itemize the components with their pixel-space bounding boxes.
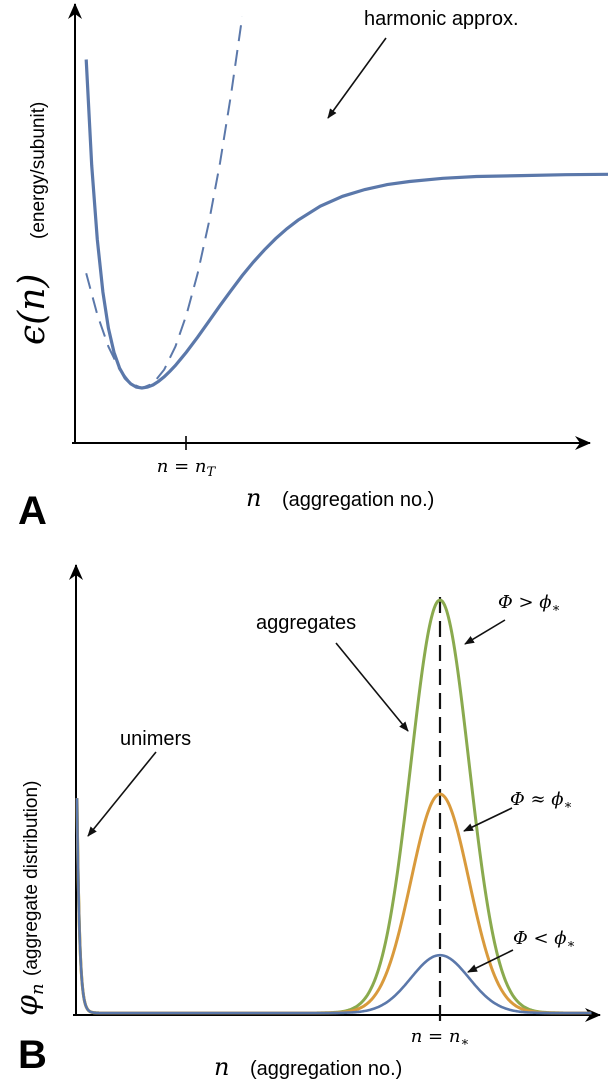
panel-b-curve-low <box>75 798 592 1015</box>
panel-b-y-label-symbol-sub: n <box>27 983 48 995</box>
panel-b-annotation-high-sub: ∗ <box>552 601 561 616</box>
panel-a-x-label-symbol: n <box>246 484 261 512</box>
panel-b-critical-arrow <box>463 807 513 832</box>
panel-b-x-tick-label: n = n∗ <box>411 1026 470 1050</box>
panel-a-y-label-text: (energy/subunit) <box>28 102 49 239</box>
panel-b-x-tick-label-sub: ∗ <box>460 1035 469 1050</box>
panel-a-harmonic-arrow <box>327 37 387 119</box>
panel-a-x-tick-label-main: n = n <box>157 456 207 477</box>
panel-b-low-arrow <box>467 949 514 973</box>
panel-b-annotation-high: Φ > ϕ∗ <box>498 592 560 616</box>
panel-b-unimers-arrow <box>87 751 157 837</box>
panel-a-x-tick-label: n = nT <box>157 456 217 480</box>
panel-a-letter: A <box>18 489 47 533</box>
panel-b-annotation-unimers: unimers <box>120 728 191 750</box>
panel-a-x-label-text: (aggregation no.) <box>282 489 434 511</box>
panel-b-annotation-high-main: Φ > ϕ <box>498 592 552 613</box>
panel-b-x-label-text: (aggregation no.) <box>250 1058 402 1080</box>
panel-b-y-label: φn (aggregate distribution) <box>10 781 48 1016</box>
panel-b-x-tick-label-main: n = n <box>411 1026 461 1047</box>
panel-a-y-label: ϵ(n) (energy/subunit) <box>12 102 53 345</box>
panel-b: unimers aggregates Φ > ϕ∗ Φ ≈ ϕ∗ Φ < ϕ∗ … <box>10 564 601 1081</box>
panel-b-x-label-symbol: n <box>214 1053 229 1081</box>
panel-b-annotation-critical-main: Φ ≈ ϕ <box>510 789 564 810</box>
panel-b-annotation-critical: Φ ≈ ϕ∗ <box>510 789 572 813</box>
panel-b-annotation-low: Φ < ϕ∗ <box>513 928 575 952</box>
panel-b-aggregates-arrow <box>335 642 409 732</box>
panel-b-annotation-aggregates: aggregates <box>256 612 356 634</box>
panel-a-annotation-harmonic: harmonic approx. <box>364 8 519 30</box>
panel-a-y-label-symbol: ϵ(n) <box>12 274 53 345</box>
panel-a: harmonic approx. ϵ(n) (energy/subunit) n… <box>12 3 608 533</box>
panel-b-letter: B <box>18 1033 47 1077</box>
panel-b-y-label-symbol: φn <box>10 983 48 1016</box>
panel-b-curve-critical <box>75 792 592 1015</box>
panel-b-y-label-text: (aggregate distribution) <box>21 781 42 976</box>
panel-a-energy-curve <box>84 59 608 390</box>
panel-b-y-label-symbol-main: φ <box>10 995 45 1016</box>
panel-b-annotation-low-main: Φ < ϕ <box>513 928 567 949</box>
panel-b-annotation-low-sub: ∗ <box>567 937 576 952</box>
panel-a-x-tick-label-sub: T <box>207 465 217 480</box>
panel-b-annotation-critical-sub: ∗ <box>564 798 573 813</box>
panel-a-harmonic-curve <box>85 16 244 390</box>
panel-b-high-arrow <box>464 619 506 645</box>
